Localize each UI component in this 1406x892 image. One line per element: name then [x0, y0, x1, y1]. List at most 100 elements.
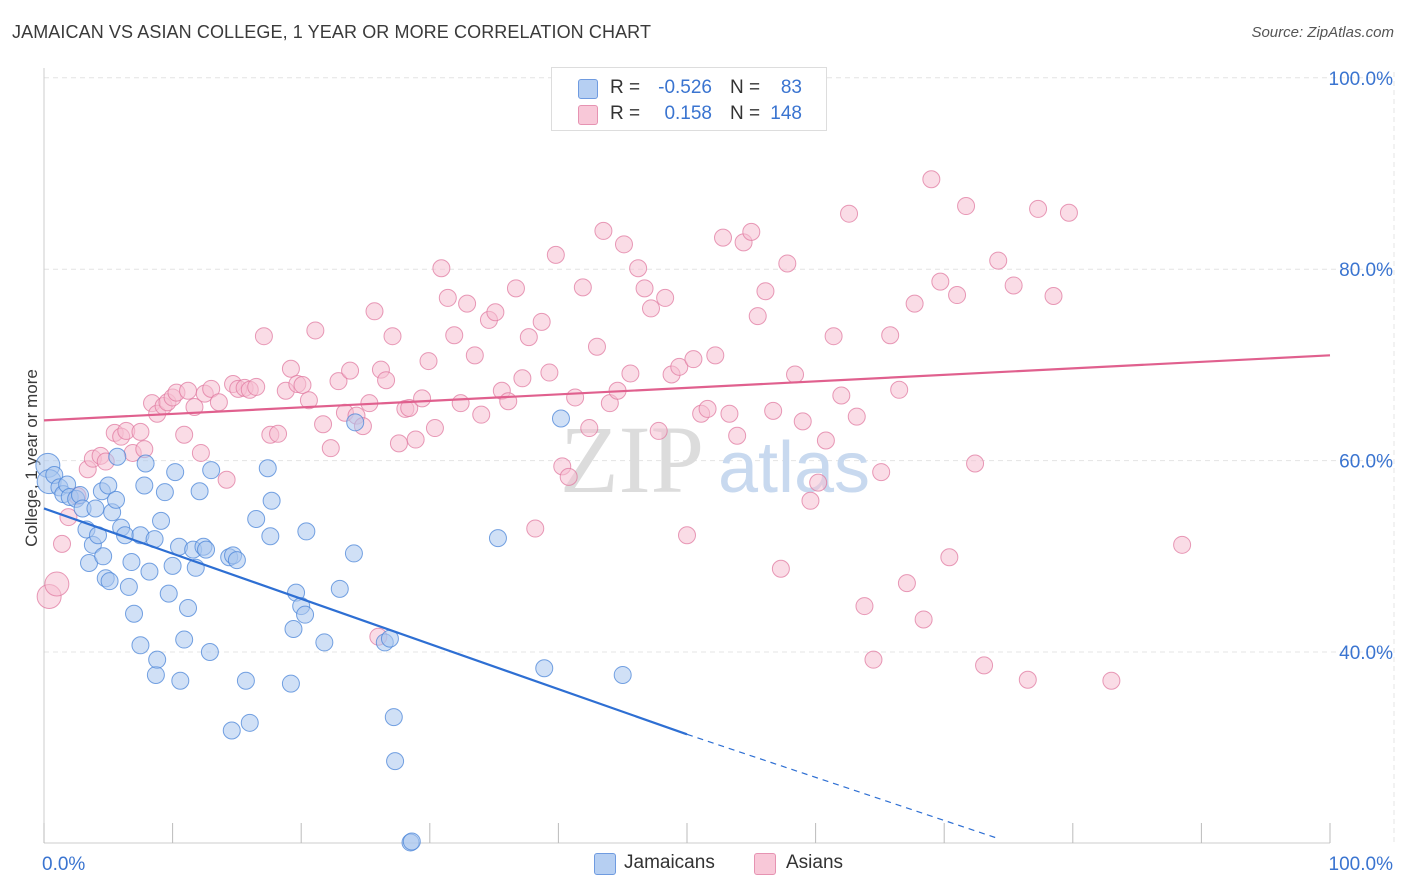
asians-point	[281, 359, 300, 378]
asians-point	[486, 303, 505, 322]
asians-point	[614, 235, 633, 254]
asians-point	[801, 491, 820, 510]
jamaicans-point	[258, 459, 277, 478]
jamaicans-point	[122, 553, 141, 572]
jamaicans-trend-extension	[686, 733, 996, 839]
legend-r-label: R =	[610, 77, 641, 98]
jamaicans-point	[386, 752, 405, 771]
asians-point	[635, 279, 654, 298]
jamaicans-point	[227, 551, 246, 570]
asians-point	[432, 259, 451, 278]
jamaicans-points	[35, 409, 632, 852]
asians-point	[400, 398, 419, 417]
asians-point	[519, 328, 538, 347]
jamaicans-point	[262, 491, 281, 510]
asians-point	[824, 327, 843, 346]
jamaicans-point	[125, 604, 144, 623]
jamaicans-point	[140, 562, 159, 581]
asians-point	[1004, 276, 1023, 295]
asians-point	[832, 386, 851, 405]
asians-point	[53, 534, 72, 553]
asians-point	[931, 272, 950, 291]
y-tick-label: 100.0%	[1329, 69, 1394, 90]
asians-point	[1044, 286, 1063, 305]
asians-point	[299, 391, 318, 410]
jamaicans-swatch	[594, 853, 616, 875]
jamaicans-point	[535, 659, 554, 678]
jamaicans-trend-line	[43, 507, 688, 736]
asians-point	[254, 327, 273, 346]
jamaicans-point	[261, 527, 280, 546]
asians-point	[897, 574, 916, 593]
asians-point	[546, 245, 565, 264]
jamaicans-point	[296, 605, 315, 624]
asians-point	[948, 286, 967, 305]
asians-point	[594, 221, 613, 240]
jamaicans-point	[402, 832, 421, 851]
asians-point	[872, 463, 891, 482]
asians-point	[771, 559, 790, 578]
asians-point	[966, 454, 985, 473]
asians-point	[989, 251, 1008, 270]
asians-point	[202, 379, 221, 398]
asians-point	[670, 357, 689, 376]
asians-point	[720, 404, 739, 423]
asians-point	[269, 424, 288, 443]
asians-point	[1018, 670, 1037, 689]
asians-point	[131, 422, 150, 441]
asians-swatch	[754, 853, 776, 875]
asians-point	[293, 375, 312, 394]
asians-label: Asians	[786, 852, 844, 873]
asians-point	[847, 407, 866, 426]
blue-swatch	[578, 79, 598, 99]
asians-point	[413, 389, 432, 408]
asians-point	[532, 312, 551, 331]
asians-point	[855, 597, 874, 616]
asians-point	[809, 473, 828, 492]
asians-point	[445, 326, 464, 345]
jamaicans-point	[344, 544, 363, 563]
jamaicans-point	[108, 447, 127, 466]
asians-point	[377, 371, 396, 390]
jamaicans-point	[152, 511, 171, 530]
asians-point	[314, 415, 333, 434]
asians-point	[559, 467, 578, 486]
asians-point	[306, 321, 325, 340]
watermark: ZIP atlas	[560, 406, 870, 513]
jamaicans-point	[488, 529, 507, 548]
jamaicans-label: Jamaicans	[624, 852, 715, 873]
asians-point	[816, 431, 835, 450]
jamaicans-point	[131, 636, 150, 655]
jamaicans-point	[166, 463, 185, 482]
asians-point	[44, 571, 70, 597]
x-tick-label-right: 100.0%	[1329, 854, 1394, 875]
asians-point	[914, 610, 933, 629]
asians-point	[573, 278, 592, 297]
asians-point	[840, 204, 859, 223]
asians-point	[438, 288, 457, 307]
asians-point	[905, 294, 924, 313]
jamaicans-point	[551, 409, 570, 428]
legend-n-label: N =	[730, 77, 761, 98]
asians-point	[957, 197, 976, 216]
asians-point	[321, 439, 340, 458]
legend-n-label: N =	[730, 103, 761, 124]
asians-point	[185, 398, 204, 417]
asians-point	[365, 302, 384, 321]
asians-point	[940, 548, 959, 567]
asians-point	[179, 381, 198, 400]
asians-point	[1029, 199, 1048, 218]
jamaicans-point	[107, 490, 126, 509]
asians-point	[756, 282, 775, 301]
jamaicans-point	[384, 708, 403, 727]
jamaicans-point	[171, 671, 190, 690]
tick-labels: 40.0% 60.0% 80.0% 100.0% 0.0% 100.0%	[42, 69, 1393, 875]
asians-point	[247, 377, 266, 396]
asians-point	[451, 394, 470, 413]
asians-point	[621, 364, 640, 383]
jamaicans-point	[284, 620, 303, 639]
asians-point	[383, 327, 402, 346]
asians-points	[36, 170, 1192, 690]
legend-r-value: 0.158	[664, 103, 712, 124]
